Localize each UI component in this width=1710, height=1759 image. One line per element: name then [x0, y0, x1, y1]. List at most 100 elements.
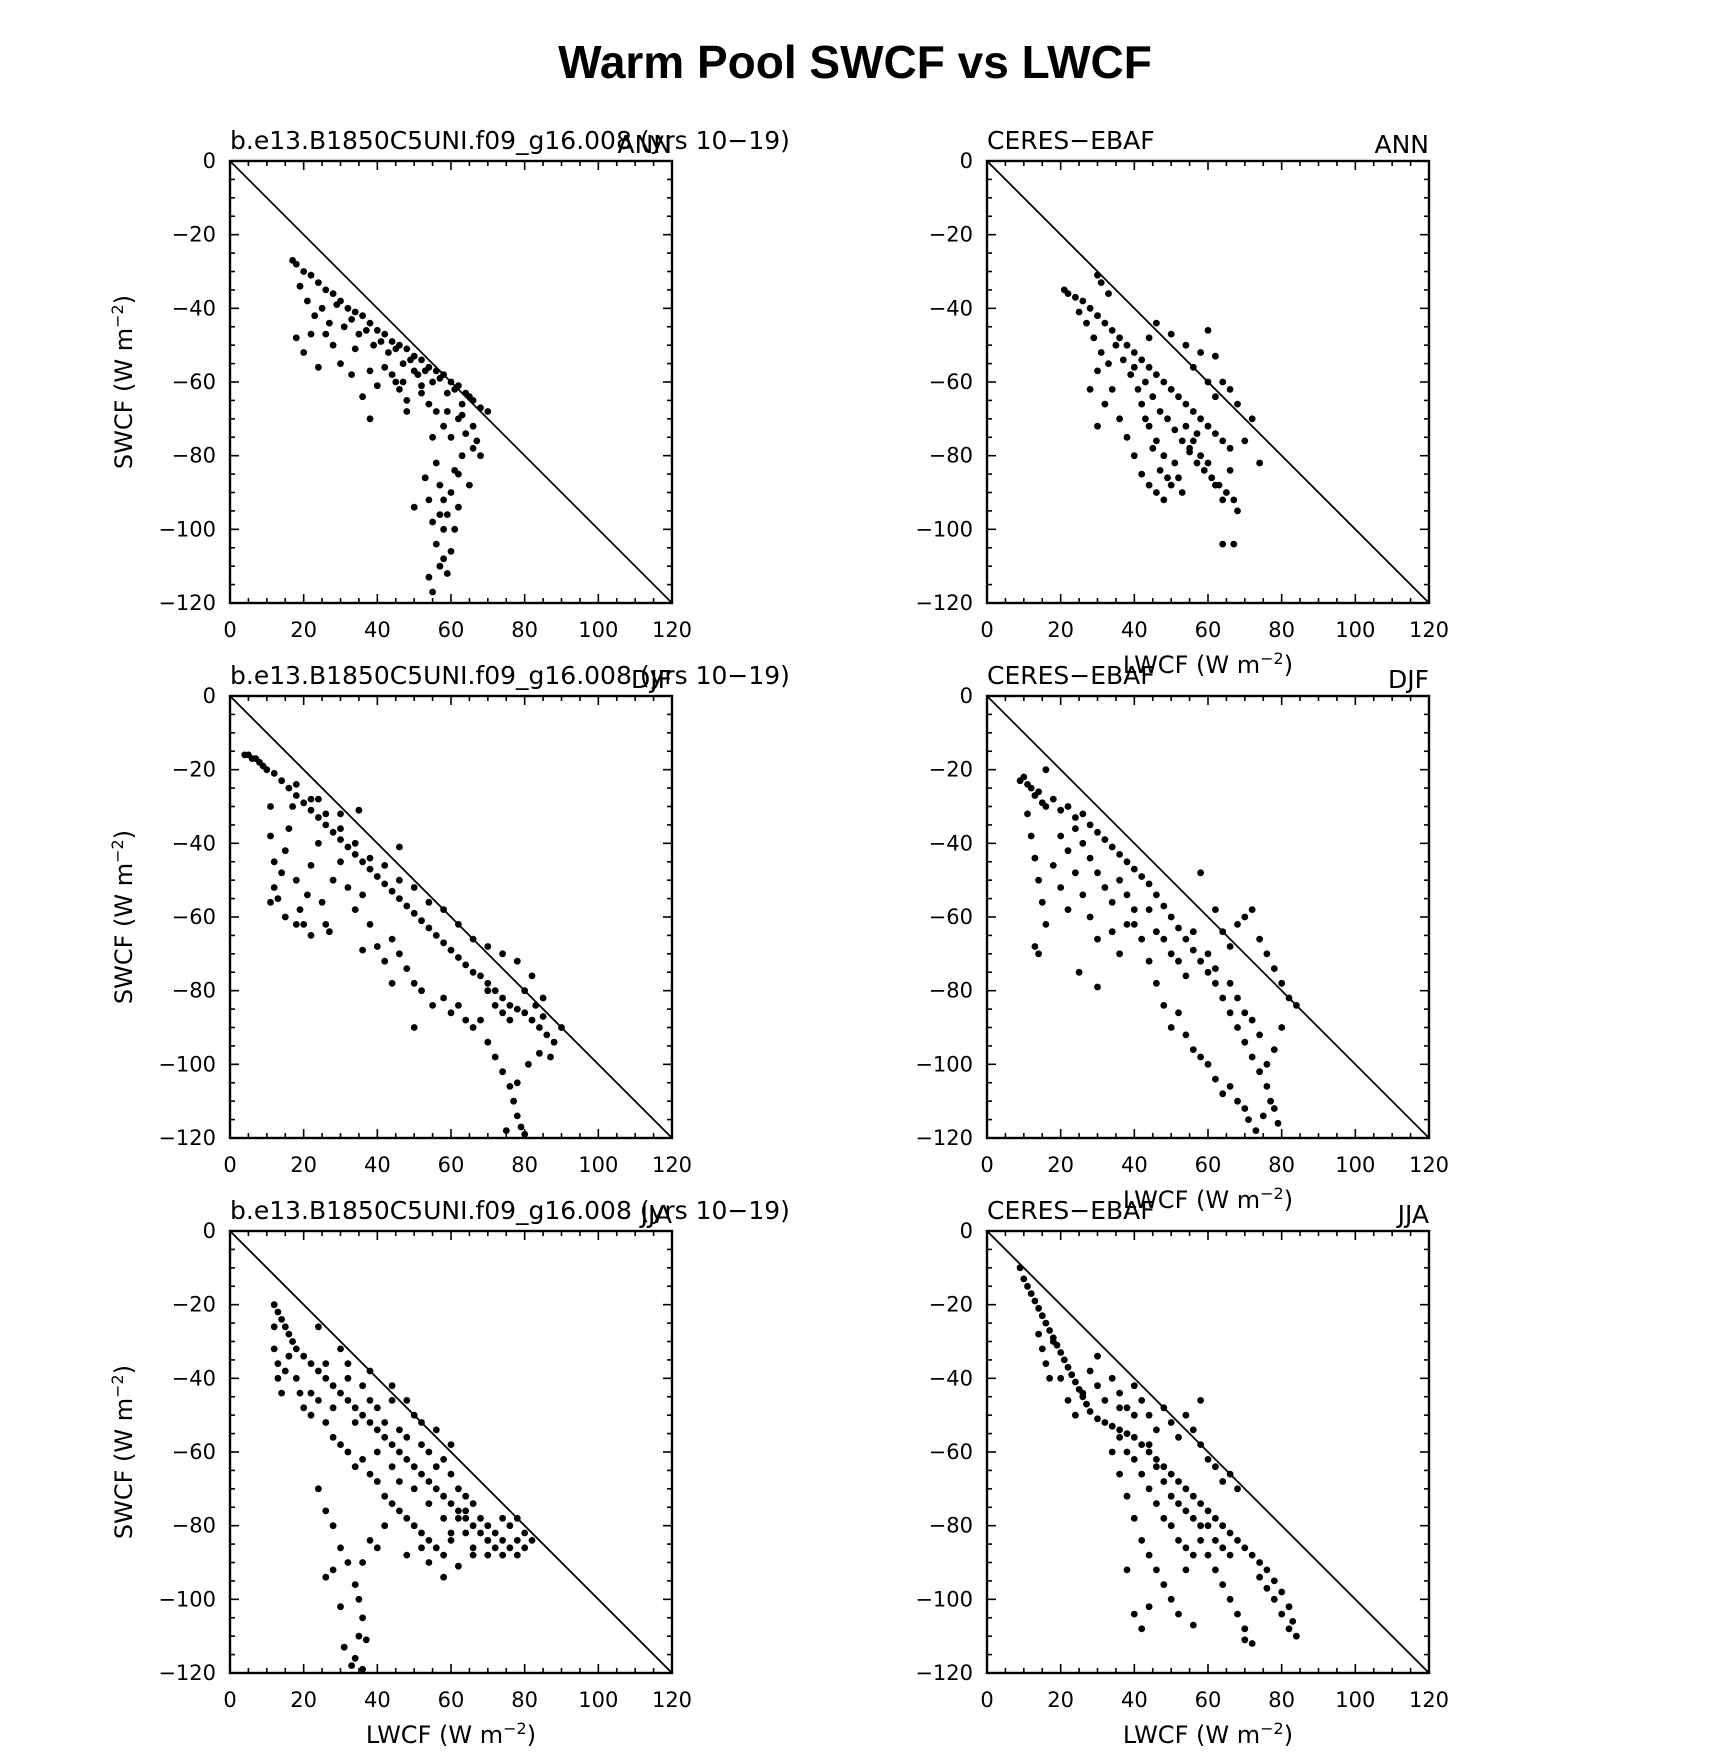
data-point — [1204, 1060, 1212, 1068]
data-point — [1234, 1485, 1241, 1493]
data-point — [473, 437, 481, 445]
data-point — [429, 1002, 436, 1009]
data-point — [1042, 803, 1050, 810]
data-point — [366, 1397, 374, 1404]
data-point — [315, 363, 322, 371]
data-point — [381, 1492, 389, 1500]
data-point — [506, 1522, 514, 1530]
data-point — [1094, 1415, 1101, 1423]
data-point — [1064, 1397, 1072, 1404]
data-point — [1145, 481, 1153, 489]
data-point — [558, 1024, 565, 1031]
data-point — [329, 1433, 337, 1441]
data-point — [455, 954, 462, 961]
data-point — [396, 876, 403, 884]
x-axis-title: LWCF (W m−2) — [1123, 1719, 1293, 1750]
data-point — [513, 1079, 521, 1087]
data-point — [307, 932, 315, 939]
data-point — [1072, 825, 1079, 832]
data-point — [1035, 950, 1042, 958]
data-point — [1123, 891, 1131, 899]
x-tick-label: 120 — [1409, 1153, 1449, 1177]
data-point — [1182, 935, 1190, 943]
data-point — [1278, 979, 1286, 987]
data-point — [296, 1389, 304, 1397]
y-tick-label: −60 — [172, 370, 216, 394]
data-point — [1123, 1404, 1131, 1412]
data-point — [1060, 1356, 1068, 1364]
data-point — [418, 1441, 425, 1448]
data-point — [1178, 437, 1186, 445]
y-tick-label: −60 — [929, 370, 973, 394]
data-point — [307, 1389, 315, 1397]
data-point — [1138, 1397, 1146, 1404]
data-point — [344, 1448, 352, 1456]
data-point — [1175, 1610, 1182, 1618]
data-point — [1138, 935, 1146, 943]
data-point — [1027, 832, 1035, 840]
data-point — [1094, 869, 1101, 877]
y-tick-label: −40 — [172, 296, 216, 320]
data-point — [1072, 869, 1079, 877]
y-tick-label: −80 — [172, 444, 216, 468]
data-point — [300, 1352, 308, 1360]
data-point — [307, 806, 315, 814]
data-point — [1024, 810, 1031, 818]
data-point — [1079, 810, 1087, 818]
x-tick-label: 0 — [980, 1153, 993, 1177]
data-point — [373, 873, 381, 880]
data-point — [447, 378, 455, 386]
data-point — [440, 1514, 447, 1522]
data-point — [1145, 1485, 1153, 1493]
data-point — [1116, 1426, 1123, 1434]
data-point — [1072, 1378, 1079, 1386]
data-point — [418, 356, 425, 364]
data-point — [1167, 1522, 1175, 1530]
data-point — [1138, 400, 1146, 408]
y-tick-label: −120 — [915, 1126, 973, 1150]
data-point — [1204, 950, 1212, 958]
data-point — [525, 1060, 532, 1068]
data-point — [1079, 1389, 1087, 1397]
y-tick-label: −120 — [158, 591, 216, 615]
data-point — [278, 869, 285, 877]
data-point — [410, 367, 418, 375]
y-tick-label: −100 — [915, 1052, 973, 1076]
data-point — [359, 1456, 366, 1463]
y-tick-label: −80 — [929, 1514, 973, 1538]
data-point — [469, 1544, 477, 1552]
data-point — [315, 839, 322, 847]
data-point — [1035, 788, 1042, 796]
data-point — [355, 1595, 363, 1603]
data-point — [1263, 950, 1271, 958]
data-point — [1094, 1382, 1101, 1390]
y-tick-label: −100 — [915, 1587, 973, 1611]
data-point — [1108, 898, 1116, 906]
data-point — [381, 363, 389, 371]
data-point — [536, 1049, 543, 1057]
figure-title: Warm Pool SWCF vs LWCF — [558, 36, 1152, 88]
data-point — [513, 1005, 521, 1013]
data-point — [1138, 356, 1146, 364]
data-point — [285, 1330, 293, 1338]
y-tick-label: −80 — [172, 979, 216, 1003]
data-point — [1204, 968, 1212, 976]
data-point — [292, 921, 300, 928]
data-point — [1035, 1330, 1042, 1338]
data-point — [267, 832, 274, 840]
data-point — [477, 972, 484, 980]
data-point — [1130, 865, 1138, 873]
data-point — [1212, 906, 1219, 913]
data-point — [1130, 363, 1138, 371]
data-point — [418, 1419, 425, 1426]
data-point — [458, 400, 466, 408]
data-points — [289, 257, 492, 596]
data-point — [462, 1514, 470, 1522]
data-point — [370, 341, 377, 349]
data-point — [337, 858, 344, 866]
data-point — [469, 422, 477, 430]
data-point — [1160, 1478, 1168, 1485]
data-point — [1248, 906, 1256, 913]
data-point — [1219, 1581, 1227, 1588]
data-point — [304, 297, 311, 305]
